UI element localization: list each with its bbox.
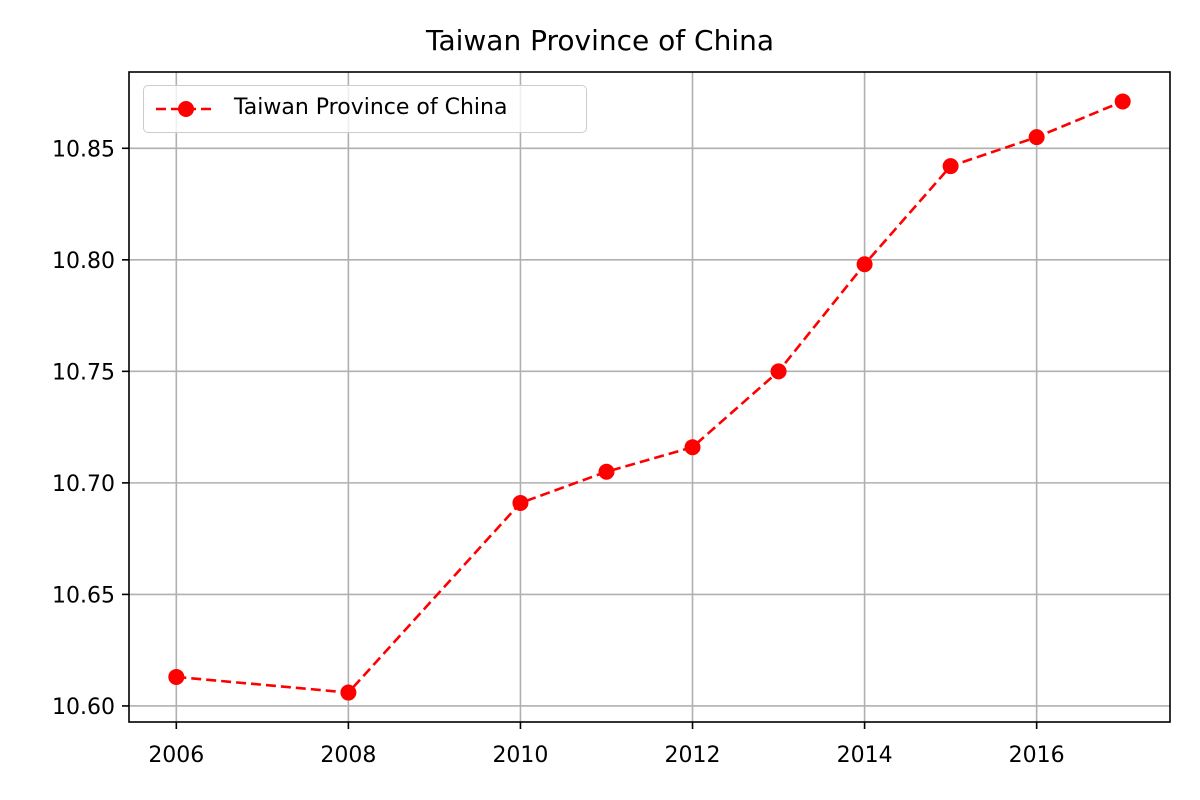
data-point [1028,129,1045,146]
data-point [512,494,529,511]
data-point [856,256,873,273]
series-line [176,100,1124,694]
y-tick-label: 10.65 [52,583,115,608]
plot-frame [128,71,1171,723]
data-point [340,684,357,701]
x-tick-label: 2014 [837,743,893,768]
data-point [168,668,185,685]
series-layer [168,93,1131,701]
chart-title: Taiwan Province of China [425,24,775,57]
legend-label: Taiwan Province of China [234,95,508,120]
data-point [1114,93,1131,110]
x-tick-label: 2008 [320,743,376,768]
legend: Taiwan Province of China [143,85,587,133]
y-tick-label: 10.75 [52,360,115,385]
x-tick-label: 2012 [665,743,721,768]
data-point [598,463,615,480]
axis-ticks: 2006 2008 2010 2012 2014 2016 10.60 10.65 10.70 1… [52,137,1065,768]
y-tick-label: 10.85 [52,137,115,162]
x-tick-label: 2006 [148,743,204,768]
y-tick-label: 10.80 [52,249,115,274]
y-tick-label: 10.70 [52,472,115,497]
x-tick-label: 2010 [492,743,548,768]
legend-swatch [156,101,216,117]
y-tick-label: 10.60 [52,695,115,720]
data-point [684,439,701,456]
data-point [942,158,959,175]
grid-lines [129,72,1170,722]
x-tick-label: 2016 [1009,743,1065,768]
data-point [770,363,787,380]
